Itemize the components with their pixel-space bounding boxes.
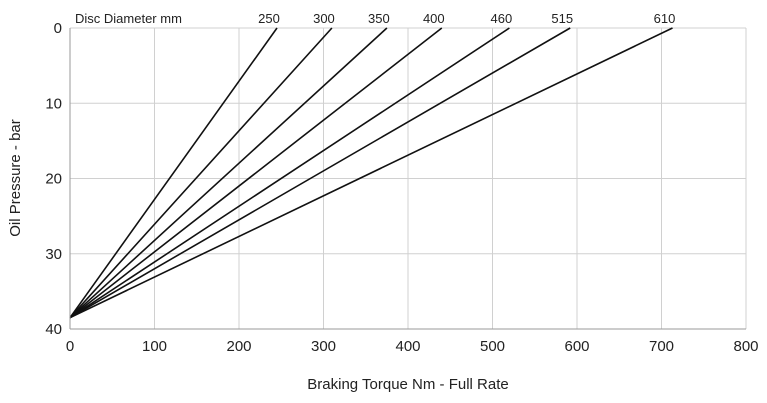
series-line-610 xyxy=(69,27,673,319)
series-line-400 xyxy=(69,27,443,319)
series-label-515: 515 xyxy=(551,11,573,26)
series-label-610: 610 xyxy=(654,11,676,26)
x-tick-label: 800 xyxy=(733,338,758,355)
y-tick-label: 20 xyxy=(45,171,62,188)
x-tick-label: 400 xyxy=(395,338,420,355)
series-line-250 xyxy=(69,27,278,319)
series-label-460: 460 xyxy=(491,11,513,26)
legend-title: Disc Diameter mm xyxy=(75,11,182,26)
x-tick-label: 500 xyxy=(480,338,505,355)
y-tick-label: 0 xyxy=(54,20,62,37)
x-tick-label: 200 xyxy=(226,338,251,355)
y-tick-label: 30 xyxy=(45,246,62,263)
x-axis-title: Braking Torque Nm - Full Rate xyxy=(307,376,508,393)
series-label-250: 250 xyxy=(258,11,280,26)
x-tick-label: 600 xyxy=(564,338,589,355)
axis-layer: 0 100 200 300 400 500 600 700 800 0 10 20 30 40 xyxy=(45,20,758,355)
series-layer xyxy=(69,27,673,319)
x-tick-label: 0 xyxy=(66,338,74,355)
y-tick-label: 10 xyxy=(45,95,62,112)
series-label-350: 350 xyxy=(368,11,390,26)
grid-layer xyxy=(69,27,747,330)
series-label-400: 400 xyxy=(423,11,445,26)
x-tick-label: 100 xyxy=(142,338,167,355)
x-tick-label: 300 xyxy=(311,338,336,355)
series-line-300 xyxy=(69,27,333,319)
series-line-350 xyxy=(69,27,388,319)
series-line-515 xyxy=(69,27,571,319)
y-tick-label: 40 xyxy=(45,321,62,338)
series-label-300: 300 xyxy=(313,11,335,26)
y-axis-title: Oil Pressure - bar xyxy=(7,119,24,237)
x-tick-label: 700 xyxy=(649,338,674,355)
label-layer: 250 300 350 400 460 515 610 xyxy=(258,11,675,26)
series-line-460 xyxy=(69,27,510,319)
